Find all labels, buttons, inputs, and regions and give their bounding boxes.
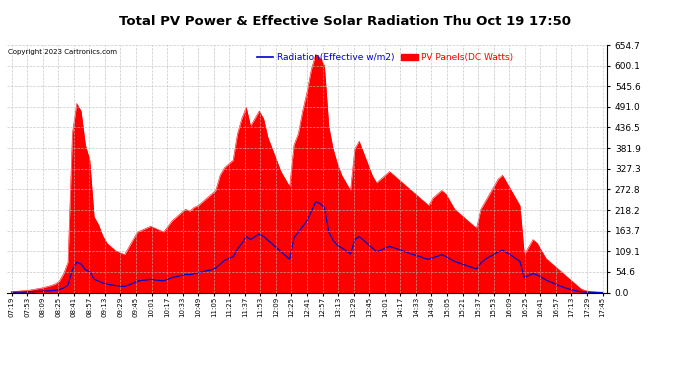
Legend: Radiation(Effective w/m2), PV Panels(DC Watts): Radiation(Effective w/m2), PV Panels(DC …	[253, 50, 517, 66]
Text: Total PV Power & Effective Solar Radiation Thu Oct 19 17:50: Total PV Power & Effective Solar Radiati…	[119, 15, 571, 28]
Text: Copyright 2023 Cartronics.com: Copyright 2023 Cartronics.com	[8, 49, 117, 55]
